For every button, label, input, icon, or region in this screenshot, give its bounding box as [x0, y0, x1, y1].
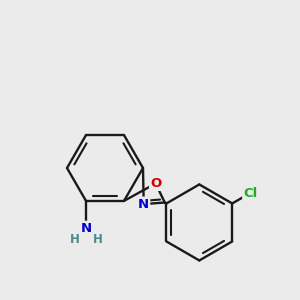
- Text: O: O: [150, 177, 161, 190]
- Text: Cl: Cl: [243, 187, 257, 200]
- Text: H: H: [70, 233, 80, 246]
- Text: N: N: [80, 222, 92, 235]
- Text: H: H: [92, 233, 102, 246]
- Text: N: N: [138, 198, 149, 211]
